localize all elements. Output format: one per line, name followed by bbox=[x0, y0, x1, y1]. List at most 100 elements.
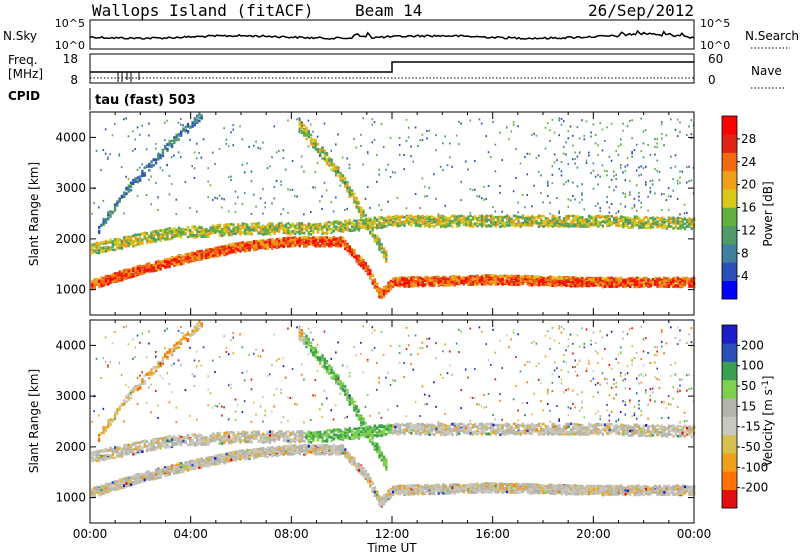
power-cell bbox=[323, 122, 326, 125]
power-cell bbox=[109, 153, 111, 156]
power-cell bbox=[175, 234, 178, 237]
power-cell bbox=[364, 225, 367, 229]
power-cell bbox=[243, 231, 247, 235]
power-cell bbox=[159, 166, 162, 169]
power-cell bbox=[111, 274, 114, 278]
power-cell bbox=[136, 271, 140, 274]
power-cell bbox=[273, 197, 276, 200]
power-cell bbox=[339, 223, 342, 227]
power-cell bbox=[323, 157, 326, 161]
power-cell bbox=[521, 216, 525, 220]
power-cell bbox=[191, 233, 194, 237]
power-cell bbox=[499, 274, 502, 277]
power-cell bbox=[303, 133, 306, 137]
power-cell bbox=[221, 234, 224, 237]
power-cell bbox=[312, 143, 315, 147]
power-cell bbox=[387, 220, 390, 223]
power-cell bbox=[161, 229, 165, 233]
power-cell bbox=[448, 216, 452, 220]
power-cell bbox=[207, 180, 209, 183]
power-cell bbox=[325, 242, 329, 246]
power-cell bbox=[139, 175, 142, 178]
power-cell bbox=[237, 229, 240, 233]
power-cell bbox=[113, 272, 117, 275]
power-cell bbox=[410, 155, 412, 158]
power-cell bbox=[129, 270, 133, 274]
power-cell bbox=[102, 284, 105, 287]
power-cell bbox=[537, 281, 541, 285]
power-cell bbox=[168, 193, 171, 196]
power-cell bbox=[170, 260, 174, 264]
power-cell bbox=[259, 230, 263, 233]
power-cell bbox=[154, 142, 157, 145]
power-cell bbox=[241, 247, 244, 250]
power-cell bbox=[437, 216, 440, 220]
power-cell bbox=[369, 231, 372, 235]
power-cell bbox=[136, 176, 140, 179]
power-cell bbox=[129, 235, 133, 239]
power-cell bbox=[433, 225, 436, 228]
power-cell bbox=[421, 139, 424, 142]
power-cell bbox=[100, 283, 103, 286]
power-cell bbox=[113, 122, 116, 125]
power-cell bbox=[417, 276, 420, 280]
power-cell bbox=[305, 240, 308, 243]
power-cell bbox=[378, 216, 381, 220]
power-cell bbox=[528, 280, 532, 283]
power-cell bbox=[337, 226, 340, 230]
power-cell bbox=[186, 260, 190, 263]
power-cell bbox=[394, 217, 397, 221]
power-cell bbox=[446, 278, 450, 281]
power-cell bbox=[321, 229, 324, 233]
power-cell bbox=[161, 151, 165, 155]
power-cell bbox=[348, 245, 351, 249]
power-cell bbox=[243, 242, 247, 246]
power-cell bbox=[337, 220, 340, 224]
power-cell bbox=[255, 140, 257, 143]
power-cell bbox=[218, 148, 221, 151]
power-cell bbox=[303, 124, 306, 127]
power-cell bbox=[198, 113, 201, 117]
power-cell bbox=[227, 210, 230, 213]
power-cell bbox=[154, 260, 158, 264]
power-cell bbox=[305, 137, 308, 141]
power-cell bbox=[385, 258, 388, 262]
power-cell bbox=[300, 231, 304, 235]
power-cell bbox=[380, 226, 383, 230]
power-cell bbox=[355, 206, 358, 209]
power-cell bbox=[189, 206, 191, 209]
power-cell bbox=[193, 167, 196, 170]
power-cell bbox=[355, 203, 358, 207]
power-cell bbox=[225, 252, 228, 256]
power-cell bbox=[123, 118, 125, 121]
power-cell bbox=[428, 219, 431, 222]
power-cell bbox=[289, 244, 292, 247]
power-cell bbox=[127, 270, 130, 274]
power-cell bbox=[453, 218, 456, 221]
power-cell bbox=[237, 196, 239, 199]
power-cell bbox=[398, 281, 402, 285]
power-cell bbox=[312, 239, 315, 243]
power-cell bbox=[335, 225, 338, 229]
power-cell bbox=[480, 122, 483, 125]
power-cell bbox=[107, 249, 110, 252]
power-cell bbox=[376, 282, 379, 286]
power-cell bbox=[346, 227, 349, 231]
power-cell bbox=[221, 249, 224, 252]
power-cell bbox=[535, 282, 538, 286]
power-cell bbox=[328, 240, 331, 244]
power-cell bbox=[376, 219, 379, 222]
power-cell bbox=[405, 118, 408, 121]
power-cell bbox=[255, 205, 257, 208]
power-cell bbox=[494, 170, 497, 173]
power-cell bbox=[161, 235, 165, 239]
power-cell bbox=[437, 279, 440, 282]
power-cell bbox=[426, 222, 429, 226]
power-cell bbox=[157, 264, 160, 268]
power-cell bbox=[485, 214, 488, 218]
power-cell bbox=[177, 138, 181, 141]
power-cell bbox=[127, 188, 130, 191]
power-cell bbox=[378, 287, 381, 290]
power-cell bbox=[95, 149, 98, 152]
power-cell bbox=[519, 221, 522, 225]
